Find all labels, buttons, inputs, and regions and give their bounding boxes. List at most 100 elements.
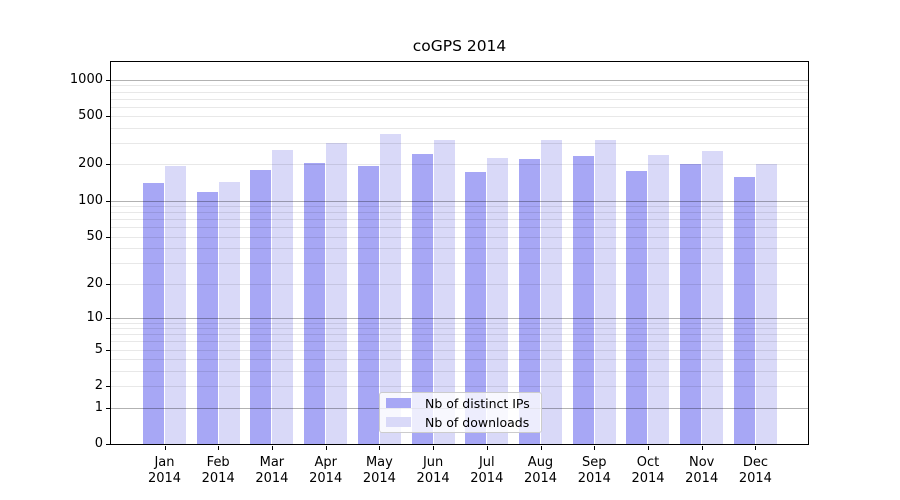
bar-jul-distinct-ips	[465, 171, 487, 444]
gridline-major-100	[111, 200, 808, 202]
gridline-minor-300	[111, 143, 808, 145]
x-tick-year: 2014	[255, 470, 289, 486]
y-tick-label-0: 0	[94, 436, 103, 451]
gridline-minor-7	[111, 334, 808, 336]
legend-item-downloads: Nb of downloads	[386, 413, 541, 432]
y-tick-mark-1000	[105, 79, 110, 81]
bar-dec-distinct-ips	[733, 177, 755, 444]
y-tick-label-2: 2	[94, 378, 103, 394]
x-tick-month: May	[365, 455, 393, 470]
gridline-major-1000	[111, 79, 808, 81]
gridline-major-10	[111, 317, 808, 319]
x-tick-year: 2014	[631, 470, 665, 486]
x-tick-label-oct: Oct 2014	[618, 455, 678, 486]
y-tick-label-100: 100	[78, 192, 103, 208]
bar-nov-distinct-ips	[680, 163, 702, 444]
gridline-minor-8	[111, 328, 808, 330]
y-tick-mark-50	[105, 236, 110, 238]
legend-label-downloads: Nb of downloads	[425, 414, 530, 430]
legend-swatch-downloads	[386, 417, 411, 427]
gridline-minor-600	[111, 106, 808, 108]
y-tick-mark-20	[105, 283, 110, 285]
bar-feb-distinct-ips	[196, 192, 218, 444]
x-tick-label-sep: Sep 2014	[564, 455, 624, 486]
y-tick-mark-100	[105, 200, 110, 202]
x-tick-label-dec: Dec 2014	[725, 455, 785, 486]
legend: Nb of distinct IPs Nb of downloads	[379, 392, 542, 433]
x-tick-mark-jan	[164, 445, 166, 450]
x-tick-year: 2014	[738, 470, 772, 486]
x-tick-month: Sep	[582, 455, 607, 470]
bar-dec-downloads	[755, 163, 777, 444]
x-tick-mark-sep	[594, 445, 596, 450]
legend-item-distinct-ips: Nb of distinct IPs	[386, 394, 541, 413]
x-tick-year: 2014	[201, 470, 235, 486]
gridline-minor-700	[111, 98, 808, 100]
bar-apr-distinct-ips	[304, 162, 326, 444]
bar-apr-downloads	[326, 142, 348, 444]
gridline-minor-90	[111, 206, 808, 208]
gridline-minor-200	[111, 164, 808, 166]
x-tick-mark-mar	[271, 445, 273, 450]
y-tick-label-10: 10	[86, 309, 103, 325]
gridline-minor-30	[111, 262, 808, 264]
y-tick-mark-200	[105, 164, 110, 166]
x-tick-month: Jul	[478, 455, 495, 470]
x-tick-mark-nov	[701, 445, 703, 450]
x-tick-year: 2014	[470, 470, 504, 486]
x-tick-label-jun: Jun 2014	[403, 455, 463, 486]
x-tick-label-apr: Apr 2014	[296, 455, 356, 486]
x-tick-month: Feb	[206, 455, 230, 470]
gridline-minor-50	[111, 236, 808, 238]
bar-aug-downloads	[541, 139, 563, 444]
bar-may-distinct-ips	[357, 166, 379, 444]
x-tick-year: 2014	[147, 470, 182, 486]
y-tick-label-20: 20	[86, 275, 103, 291]
gridline-minor-500	[111, 116, 808, 118]
gridline-minor-4	[111, 359, 808, 361]
gridline-minor-20	[111, 283, 808, 285]
bar-jun-distinct-ips	[411, 154, 433, 444]
x-tick-mark-apr	[325, 445, 327, 450]
x-tick-label-jul: Jul 2014	[457, 455, 517, 486]
x-tick-year: 2014	[362, 470, 396, 486]
x-tick-label-nov: Nov 2014	[672, 455, 732, 486]
legend-label-distinct-ips: Nb of distinct IPs	[425, 395, 530, 411]
y-tick-mark-5	[105, 349, 110, 351]
y-tick-mark-1	[105, 407, 110, 409]
x-tick-mark-jul	[486, 445, 488, 450]
gridline-minor-900	[111, 85, 808, 87]
x-tick-month: Apr	[314, 455, 337, 470]
y-tick-mark-0	[105, 444, 110, 445]
x-tick-mark-oct	[648, 445, 649, 450]
x-tick-mark-aug	[540, 445, 542, 450]
x-tick-month: Jun	[422, 455, 444, 470]
y-tick-mark-500	[105, 116, 110, 118]
bar-sep-distinct-ips	[572, 156, 594, 444]
y-tick-label-200: 200	[78, 156, 103, 172]
y-tick-label-1000: 1000	[69, 71, 103, 87]
x-tick-label-jan: Jan 2014	[135, 455, 195, 486]
bar-mar-downloads	[272, 150, 294, 444]
bar-feb-downloads	[218, 181, 240, 444]
bar-nov-downloads	[702, 151, 724, 444]
x-tick-month: Nov	[689, 455, 715, 470]
bar-sep-downloads	[594, 139, 616, 444]
x-tick-month: Mar	[259, 455, 285, 470]
x-tick-label-feb: Feb 2014	[188, 455, 248, 486]
x-tick-label-may: May 2014	[349, 455, 409, 486]
bar-may-downloads	[379, 133, 401, 444]
x-tick-month: Dec	[742, 455, 768, 470]
x-tick-year: 2014	[309, 470, 343, 486]
y-tick-label-500: 500	[78, 108, 103, 124]
legend-swatch-distinct-ips	[386, 398, 411, 408]
y-tick-mark-2	[105, 386, 110, 388]
x-tick-year: 2014	[523, 470, 558, 486]
y-tick-label-50: 50	[86, 228, 103, 244]
x-tick-month: Aug	[527, 455, 554, 470]
x-tick-mark-dec	[755, 445, 757, 450]
y-tick-label-5: 5	[94, 341, 103, 357]
gridline-minor-40	[111, 248, 808, 250]
gridline-minor-5	[111, 349, 808, 351]
